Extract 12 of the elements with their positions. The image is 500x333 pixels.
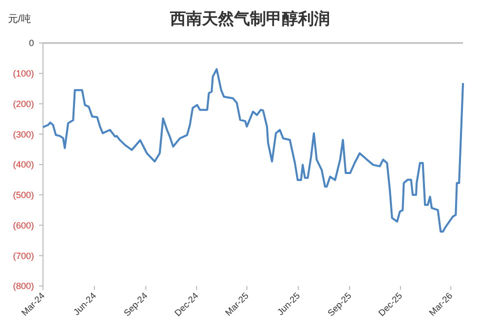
y-tick-label: (200) [12,98,34,109]
y-tick-label: 0 [28,38,34,48]
y-tick-label: (600) [12,220,34,230]
y-tick-label: (700) [12,250,34,261]
y-tick-label: (100) [12,68,34,79]
y-tick-label: (800) [12,281,34,292]
y-tick-label: (300) [12,129,34,140]
line-series [42,68,464,233]
y-tick-label: (500) [12,190,34,200]
y-tick-label: (400) [12,160,34,170]
y-axis-title: 元/吨 [8,13,31,25]
chart-title: 西南天然气制甲醇利润 [169,9,330,28]
